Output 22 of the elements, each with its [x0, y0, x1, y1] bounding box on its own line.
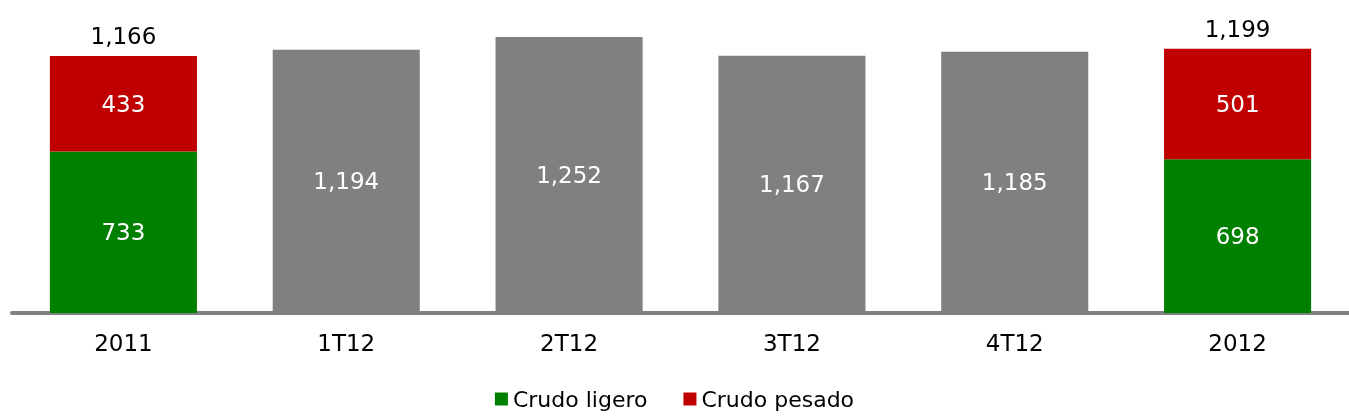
legend-label: Crudo ligero	[512, 386, 648, 412]
bar	[49, 151, 197, 313]
legend-label: Crudo pesado	[701, 386, 855, 412]
data-label: 1,167	[758, 171, 825, 198]
x-tick-label: 4T12	[985, 329, 1044, 356]
total-label: 1,166	[90, 23, 157, 50]
total-label: 1,199	[1204, 16, 1271, 43]
bar	[49, 55, 197, 152]
data-label: 698	[1215, 223, 1260, 250]
x-tick-label: 3T12	[762, 329, 821, 356]
bar	[1164, 48, 1312, 160]
x-tick-label: 2011	[94, 329, 153, 356]
x-tick-label: 2T12	[540, 329, 599, 356]
data-label: 1,252	[536, 162, 603, 188]
data-label: 433	[101, 90, 146, 117]
x-tick-label: 2012	[1208, 329, 1267, 356]
x-tick-label: 1T12	[317, 329, 376, 356]
data-label: 1,185	[981, 169, 1048, 196]
data-label: 733	[101, 219, 146, 246]
bar	[1164, 159, 1312, 313]
data-label: 501	[1215, 90, 1260, 117]
data-label: 1,194	[313, 168, 380, 195]
